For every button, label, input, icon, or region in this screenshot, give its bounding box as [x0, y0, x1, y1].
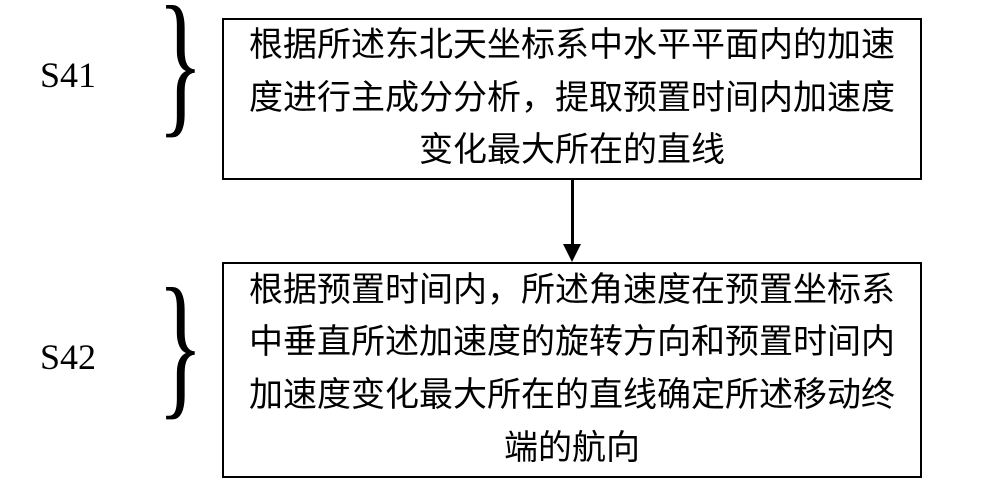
step-box-s42: 根据预置时间内，所述角速度在预置坐标系中垂直所述加速度的旋转方向和预置时间内加速… [222, 262, 922, 478]
arrow-head-1 [563, 244, 581, 262]
step-label-s41: S41 [40, 54, 96, 96]
step-box-s41: 根据所述东北天坐标系中水平平面内的加速度进行主成分分析，提取预置时间内加速度变化… [222, 18, 922, 180]
step-label-s42: S42 [40, 336, 96, 378]
arrow-line-1 [571, 180, 574, 246]
brace-s42: } [157, 264, 203, 424]
step-text-s41: 根据所述东北天坐标系中水平平面内的加速度进行主成分分析，提取预置时间内加速度变化… [248, 20, 896, 178]
flowchart-canvas: S41 } 根据所述东北天坐标系中水平平面内的加速度进行主成分分析，提取预置时间… [0, 0, 1000, 504]
step-text-s42: 根据预置时间内，所述角速度在预置坐标系中垂直所述加速度的旋转方向和预置时间内加速… [248, 265, 896, 476]
brace-s41: } [157, 0, 203, 142]
